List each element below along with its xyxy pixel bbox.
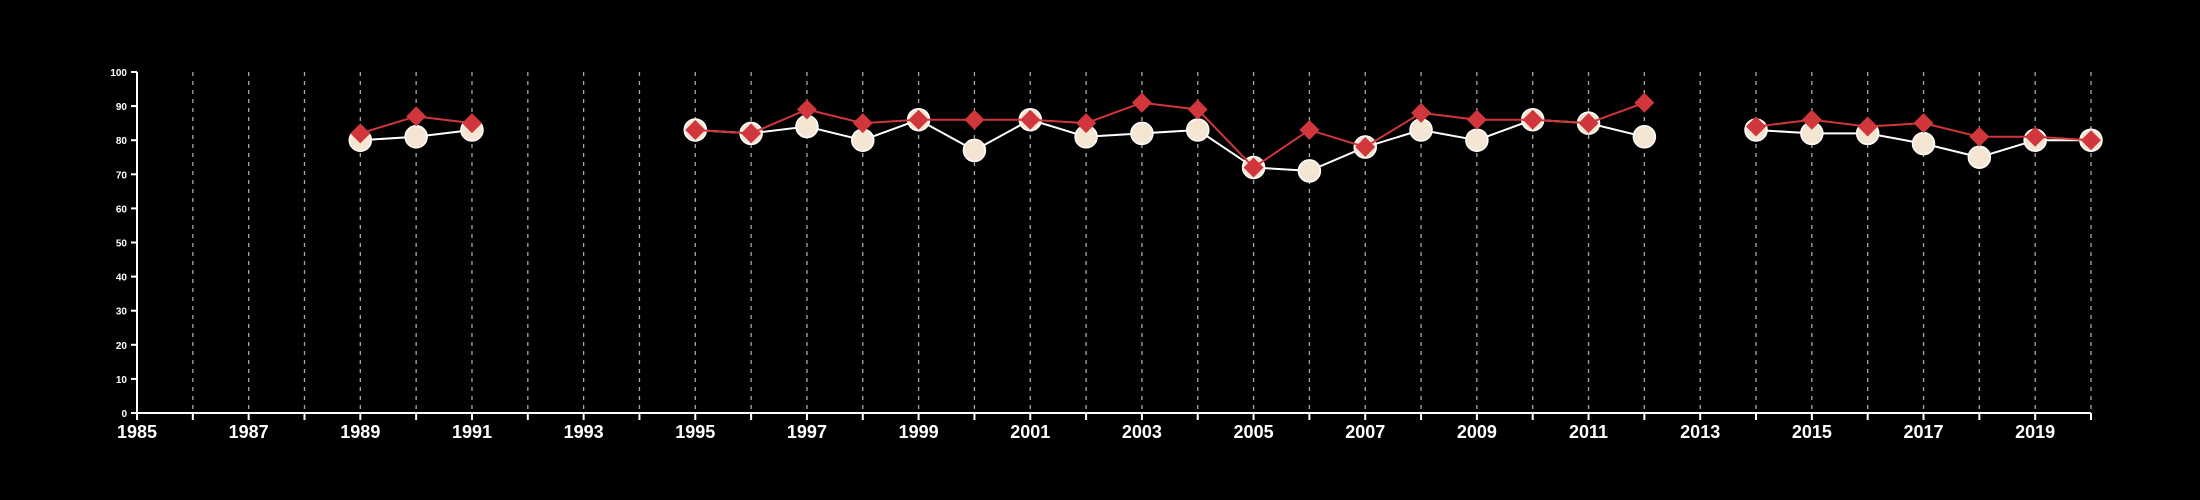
x-tick-label: 2011: [1569, 422, 1608, 442]
series-line-segment: [1253, 129, 1310, 169]
data-point-diamond: [741, 123, 762, 144]
series-line-segment: [1588, 101, 1645, 125]
y-tick-label: 20: [116, 341, 128, 352]
x-tick-label: 2001: [1010, 422, 1050, 442]
data-point-diamond: [1243, 157, 1264, 178]
x-tick-label: 2005: [1234, 422, 1274, 442]
series-line-segment: [1755, 118, 1812, 128]
data-point-diamond: [2081, 130, 2101, 151]
data-point-diamond: [406, 106, 427, 127]
series-line-segment: [416, 115, 473, 125]
x-tick-label: 2007: [1345, 422, 1385, 442]
data-point-circle: [1297, 159, 1322, 183]
y-tick-label: 40: [116, 273, 128, 284]
series-line-segment: [360, 115, 417, 135]
data-point-diamond: [1411, 102, 1432, 123]
x-tick-label: 1987: [229, 422, 269, 442]
y-tick-label: 0: [121, 409, 127, 420]
data-point-circle: [1130, 121, 1154, 146]
x-tick-label: 2009: [1457, 422, 1497, 442]
series-line-segment: [1364, 112, 1422, 148]
x-tick-label: 1995: [675, 422, 715, 442]
data-point-circle: [1911, 131, 1936, 156]
series-line-segment: [806, 108, 864, 125]
data-point-diamond: [350, 123, 371, 144]
data-point-diamond: [1578, 113, 1599, 134]
data-point-diamond: [1355, 137, 1376, 158]
x-tick-label: 1991: [452, 422, 492, 442]
x-tick-label: 1999: [899, 422, 939, 442]
data-point-circle: [962, 138, 987, 163]
y-tick-label: 70: [116, 170, 128, 181]
data-point-diamond: [964, 109, 985, 130]
x-tick-label: 2019: [2015, 422, 2055, 442]
series-line-segment: [1923, 122, 1980, 138]
data-point-diamond: [1522, 109, 1543, 130]
data-point-circle: [1185, 118, 1210, 142]
y-tick-label: 80: [116, 136, 128, 147]
data-point-diamond: [1746, 116, 1767, 137]
series-line-segment: [1141, 101, 1198, 111]
data-point-diamond: [1299, 119, 1320, 140]
data-point-diamond: [1076, 113, 1097, 134]
data-point-circle: [404, 125, 428, 149]
data-point-diamond: [1466, 109, 1487, 130]
series-line-segment: [1085, 101, 1143, 125]
data-point-diamond: [1020, 109, 1041, 130]
y-tick-label: 10: [116, 375, 128, 386]
x-tick-label: 2013: [1680, 422, 1720, 442]
series-line-segment: [1197, 108, 1255, 169]
data-point-diamond: [1187, 99, 1208, 120]
data-point-circle: [1632, 125, 1657, 149]
series-2: [350, 92, 2101, 178]
data-point-diamond: [1131, 92, 1152, 113]
x-tick-label: 2017: [1903, 422, 1943, 442]
y-tick-label: 90: [116, 102, 128, 113]
data-point-diamond: [1857, 116, 1878, 137]
y-tick-label: 60: [116, 204, 128, 215]
series-line-segment: [1309, 129, 1366, 148]
y-tick-label: 50: [116, 239, 128, 250]
data-point-diamond: [685, 119, 706, 140]
data-point-diamond: [2025, 126, 2046, 147]
data-point-diamond: [908, 109, 929, 130]
data-point-diamond: [1801, 109, 1822, 130]
series-layer: [348, 92, 2103, 183]
data-point-diamond: [1969, 126, 1990, 147]
x-tick-label: 2003: [1122, 422, 1162, 442]
x-tick-label: 1993: [564, 422, 604, 442]
data-point-diamond: [1913, 113, 1934, 134]
data-point-diamond: [796, 99, 817, 120]
data-point-diamond: [1634, 92, 1655, 113]
axes: 1985 1987 1989 1991 1993 1995 1997 1999 2001 2003…: [110, 68, 2092, 442]
series-line-segment: [1811, 118, 1868, 128]
x-tick-label: 1997: [787, 422, 827, 442]
x-tick-label: 1985: [117, 422, 157, 442]
data-point-circle: [1465, 128, 1489, 152]
data-point-diamond: [852, 113, 873, 134]
y-tick-label: 100: [110, 68, 127, 79]
x-tick-label: 2015: [1792, 422, 1832, 442]
x-tick-label: 1989: [340, 422, 380, 442]
series-line-segment: [1420, 111, 1478, 121]
y-tick-label: 30: [116, 307, 128, 318]
data-point-diamond: [461, 113, 482, 134]
series-line-segment: [750, 108, 808, 135]
data-point-circle: [1967, 145, 1992, 169]
